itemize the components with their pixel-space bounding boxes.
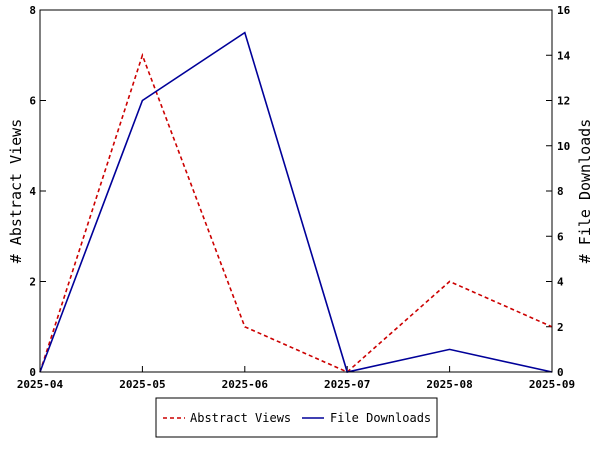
x-tick-label: 2025-09	[529, 378, 575, 391]
y-left-tick-label: 0	[29, 366, 36, 379]
series-line-abstract-views	[39, 52, 553, 373]
x-tick-label: 2025-04	[17, 378, 64, 391]
series-layer	[39, 31, 553, 373]
y-right-tick-label: 14	[557, 49, 571, 62]
y-right-tick-label: 0	[557, 366, 564, 379]
y-right-tick-label: 4	[557, 276, 564, 289]
legend-box	[155, 397, 438, 438]
y-right-tick-label: 10	[557, 140, 570, 153]
y-left-tick-label: 6	[29, 95, 36, 108]
legend-label-abstract-views: Abstract Views	[190, 411, 291, 425]
ticks-layer: 2025-04 2025-05 2025-06 2025-07 2025-08 2025-…	[17, 4, 575, 391]
y-right-tick-label: 12	[557, 95, 570, 108]
y-right-tick-label: 6	[557, 230, 564, 243]
x-tick-label: 2025-08	[426, 378, 472, 391]
series-line-file-downloads	[39, 31, 553, 373]
x-tick-label: 2025-05	[119, 378, 165, 391]
x-tick-label: 2025-06	[222, 378, 269, 391]
y-left-tick-label: 4	[29, 185, 36, 198]
y-right-tick-label: 8	[557, 185, 564, 198]
y-right-tick-label: 16	[557, 4, 571, 17]
y-right-tick-label: 2	[557, 321, 564, 334]
legend-label-file-downloads: File Downloads	[330, 411, 431, 425]
x-tick-label: 2025-07	[324, 378, 370, 391]
plot-frame	[39, 9, 553, 373]
y-axis-right-title: # File Downloads	[576, 119, 594, 264]
legend: Abstract Views File Downloads	[155, 397, 438, 438]
y-left-tick-label: 2	[29, 276, 36, 289]
y-left-tick-label: 8	[29, 4, 36, 17]
y-axis-left-title: # Abstract Views	[7, 119, 25, 264]
